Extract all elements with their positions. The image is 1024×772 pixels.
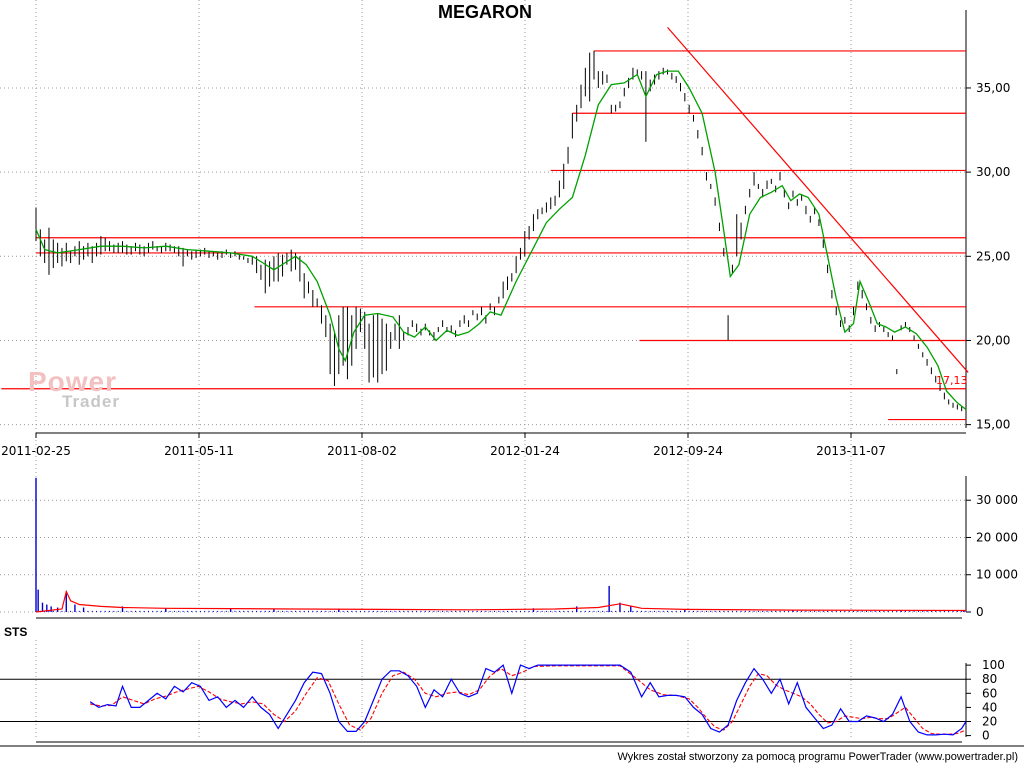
price-x-tick-label: 2012-09-24 xyxy=(653,444,723,458)
last-price-label: 17,13 xyxy=(936,374,968,387)
sts-y-tick-label: 60 xyxy=(982,686,997,700)
price-y-tick-label: 20,00 xyxy=(976,333,1010,347)
downtrend-line xyxy=(667,26,969,373)
sts-d-line xyxy=(89,665,967,735)
volume-y-tick-label: 20 000 xyxy=(976,530,1018,544)
price-y-tick-label: 15,00 xyxy=(976,418,1010,432)
price-x-tick-label: 2013-11-07 xyxy=(816,444,886,458)
moving-average-line xyxy=(35,70,967,411)
sts-y-tick-label: 20 xyxy=(982,714,997,728)
price-x-tick-label: 2011-05-11 xyxy=(164,444,234,458)
price-y-tick-label: 35,00 xyxy=(976,81,1010,95)
price-x-tick-label: 2011-08-02 xyxy=(327,444,397,458)
volume-y-tick-label: 0 xyxy=(976,605,984,619)
sts-k-line xyxy=(89,664,967,736)
sts-y-tick-label: 40 xyxy=(982,700,997,714)
volume-y-tick-label: 10 000 xyxy=(976,568,1018,582)
footer-credit: Wykres został stworzony za pomocą progra… xyxy=(617,751,1018,763)
volume-y-tick-label: 30 000 xyxy=(976,493,1018,507)
price-x-tick-label: 2012-01-24 xyxy=(490,444,560,458)
price-x-tick-label: 2011-02-25 xyxy=(1,444,71,458)
sts-y-tick-label: 0 xyxy=(982,729,990,743)
sts-y-tick-label: 100 xyxy=(982,658,1005,672)
chart-title: MEGARON xyxy=(438,2,532,22)
sts-indicator-label: STS xyxy=(4,625,28,639)
volume-average-line xyxy=(35,589,967,613)
sts-y-tick-label: 80 xyxy=(982,672,997,686)
price-y-tick-label: 25,00 xyxy=(976,249,1010,263)
price-y-tick-label: 30,00 xyxy=(976,165,1010,179)
